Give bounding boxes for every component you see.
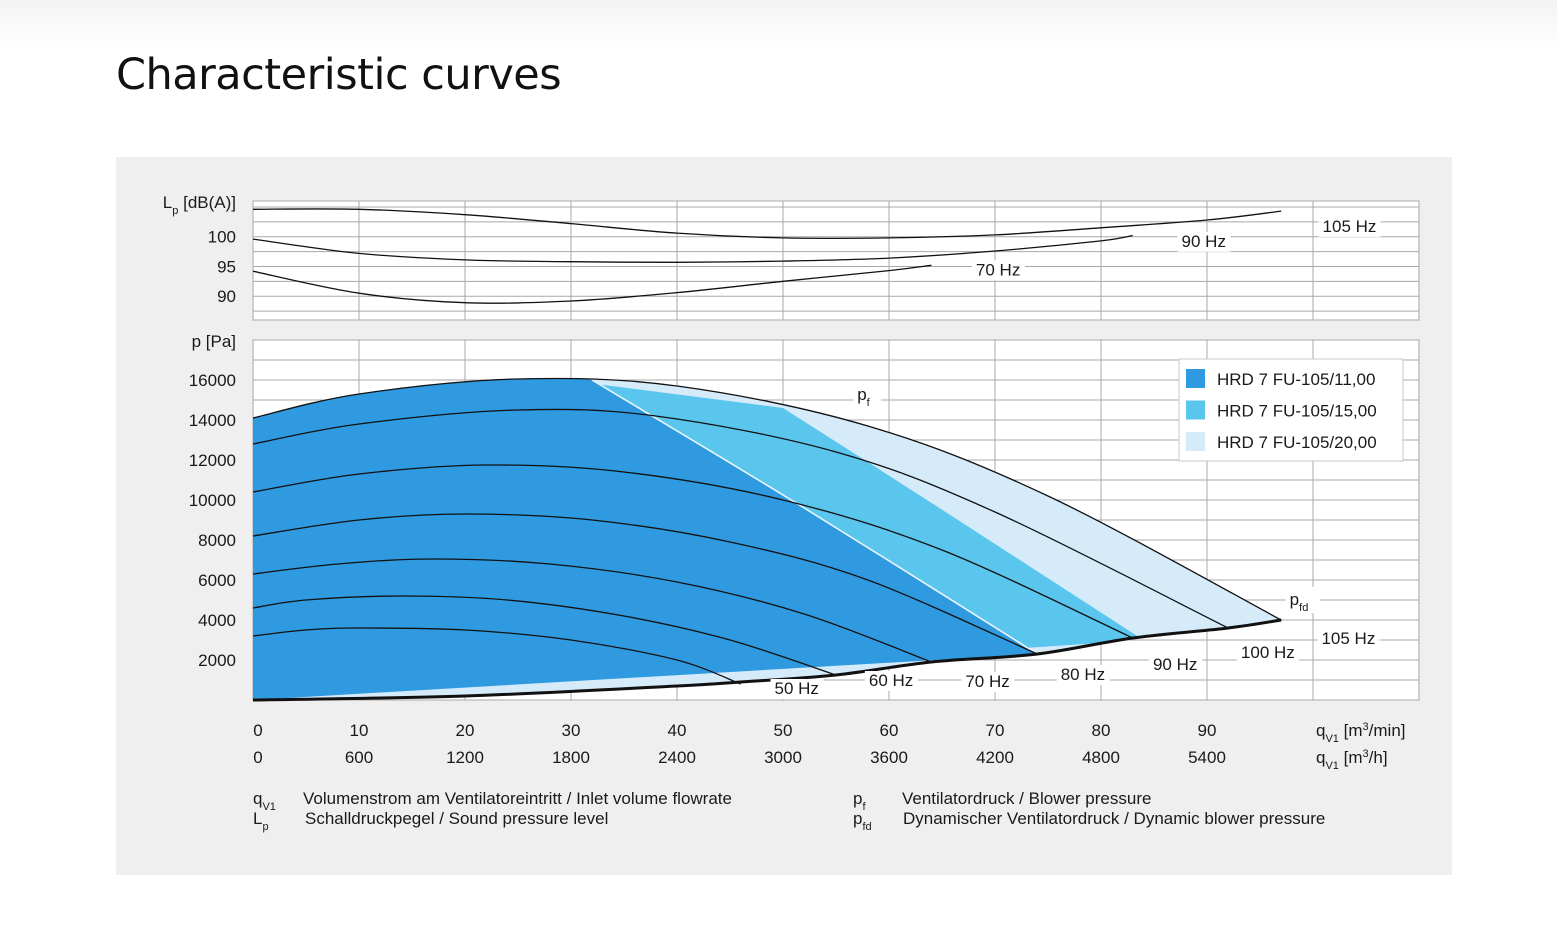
sound-curves <box>252 208 1282 304</box>
x-tick-label-primary: 40 <box>668 721 687 740</box>
x-tick-label-secondary: 3600 <box>870 748 908 767</box>
x-tick-label-primary: 50 <box>774 721 793 740</box>
sound-label-105-hz: 105 Hz <box>1323 217 1377 236</box>
x-tick-label-secondary: 600 <box>345 748 373 767</box>
boundary-11kw <box>591 379 1038 655</box>
footnote-text: Dynamischer Ventilatordruck / Dynamic bl… <box>903 809 1325 828</box>
x-tick-label-primary: 90 <box>1198 721 1217 740</box>
legend-swatch <box>1186 369 1205 388</box>
pf-label: pf <box>857 385 870 409</box>
legend: HRD 7 FU-105/11,00 HRD 7 FU-105/15,00 HRD … <box>1178 358 1404 462</box>
sound-curve-105-hz <box>252 208 1282 240</box>
sound-label-90-hz: 90 Hz <box>1182 232 1226 251</box>
pressure-label-80-hz-bg <box>1056 665 1110 685</box>
pressure-tick-label: 4000 <box>198 611 236 630</box>
pressure-curve-100-hz <box>252 408 1229 629</box>
sound-label-90-hz-bg <box>1177 231 1231 252</box>
pf-label-bg <box>853 382 882 408</box>
sound-label-70-hz: 70 Hz <box>976 260 1020 279</box>
pressure-label-80-hz: 80 Hz <box>1061 665 1105 684</box>
legend-box <box>1178 358 1404 462</box>
sound-label-70-hz-bg <box>971 260 1025 281</box>
x-tick-label-secondary: 4200 <box>976 748 1014 767</box>
footnote-text: Volumenstrom am Ventilatoreintritt / Inl… <box>303 789 732 808</box>
x-tick-label-primary: 60 <box>880 721 899 740</box>
region-11kw <box>253 378 1038 700</box>
pressure-tick-label: 2000 <box>198 651 236 670</box>
pressure-curve-60-hz <box>252 595 837 676</box>
sound-tick-label: 100 <box>208 228 236 247</box>
characteristic-curves-chart: 70 Hz 90 Hz 105 Hz 50 Hz 60 Hz 70 Hz 80 Hz 90 H… <box>163 193 1420 833</box>
page-title: Characteristic curves <box>116 50 562 100</box>
pfd-curve <box>252 618 1282 702</box>
x-tick-label-primary: 20 <box>456 721 475 740</box>
pressure-label-90-hz-bg <box>1148 655 1202 675</box>
pfd-label-bg <box>1285 587 1320 613</box>
x-tick-label-secondary: 5400 <box>1188 748 1226 767</box>
legend-swatch <box>1186 400 1205 420</box>
sound-axis-title: Lp [dB(A)] <box>163 193 236 217</box>
x-tick-label-primary: 30 <box>562 721 581 740</box>
x-axis-title-secondary: qV1 [m3/h] <box>1316 748 1388 772</box>
x-tick-label-secondary: 3000 <box>764 748 802 767</box>
pressure-curve-70-hz <box>252 558 932 663</box>
pressure-axis-title: p [Pa] <box>192 332 236 351</box>
sound-plot-frame <box>252 200 1420 321</box>
sound-curve-90-hz <box>252 234 1133 263</box>
x-tick-label-secondary: 4800 <box>1082 748 1120 767</box>
x-tick-label-primary: 10 <box>350 721 369 740</box>
pressure-tick-label: 14000 <box>189 411 236 430</box>
pressure-label-100-hz: 100 Hz <box>1241 643 1295 662</box>
pressure-tick-label: 12000 <box>189 451 236 470</box>
pressure-curve-50-hz <box>252 627 741 685</box>
footnote-text: Schalldruckpegel / Sound pressure level <box>305 809 608 828</box>
x-tick-label-primary: 0 <box>253 721 262 740</box>
pressure-label-70-hz-bg <box>961 672 1015 692</box>
x-tick-label-secondary: 0 <box>253 748 262 767</box>
footnote-symbol: qV1 <box>253 789 276 813</box>
pressure-label-70-hz: 70 Hz <box>965 672 1009 691</box>
footnote-text: Ventilatordruck / Blower pressure <box>902 789 1151 808</box>
pressure-label-50-hz-bg <box>770 679 824 699</box>
sound-curve-70-hz <box>252 264 932 304</box>
pressure-label-50-hz: 50 Hz <box>775 679 819 698</box>
pressure-tick-label: 6000 <box>198 571 236 590</box>
footnote-symbol: pfd <box>853 809 872 833</box>
pressure-curve-105-hz <box>252 377 1282 621</box>
pressure-tick-label: 10000 <box>189 491 236 510</box>
legend-label: HRD 7 FU-105/11,00 <box>1217 370 1375 389</box>
legend-label: HRD 7 FU-105/20,00 <box>1217 433 1377 452</box>
pressure-tick-label: 8000 <box>198 531 236 550</box>
x-tick-label-secondary: 1800 <box>552 748 590 767</box>
pressure-curve-90-hz <box>252 464 1134 639</box>
legend-label: HRD 7 FU-105/15,00 <box>1217 402 1377 421</box>
legend-swatch <box>1186 432 1205 451</box>
sound-tick-label: 95 <box>217 257 236 276</box>
x-tick-label-primary: 80 <box>1092 721 1111 740</box>
x-axis-title-primary: qV1 [m3/min] <box>1316 721 1406 745</box>
footnote-symbol: pf <box>853 789 866 813</box>
sound-label-105-hz-bg <box>1318 216 1381 237</box>
x-tick-label-secondary: 1200 <box>446 748 484 767</box>
x-tick-label-primary: 70 <box>986 721 1005 740</box>
footnote-symbol: Lp <box>253 809 269 833</box>
pressure-label-100-hz-bg <box>1236 643 1299 663</box>
chart-panel: 70 Hz 90 Hz 105 Hz 50 Hz 60 Hz 70 Hz 80 Hz 90 H… <box>116 157 1452 875</box>
x-tick-label-secondary: 2400 <box>658 748 696 767</box>
pressure-curves <box>252 377 1282 685</box>
pressure-label-90-hz: 90 Hz <box>1153 655 1197 674</box>
pressure-curve-80-hz <box>252 513 1038 655</box>
pressure-label-60-hz: 60 Hz <box>869 671 913 690</box>
pressure-label-105-hz-bg <box>1317 629 1380 649</box>
pressure-label-105-hz: 105 Hz <box>1321 629 1375 648</box>
sound-tick-label: 90 <box>217 287 236 306</box>
pressure-label-60-hz-bg <box>864 671 918 691</box>
pfd-label: pfd <box>1290 590 1309 614</box>
pressure-tick-label: 16000 <box>189 371 236 390</box>
